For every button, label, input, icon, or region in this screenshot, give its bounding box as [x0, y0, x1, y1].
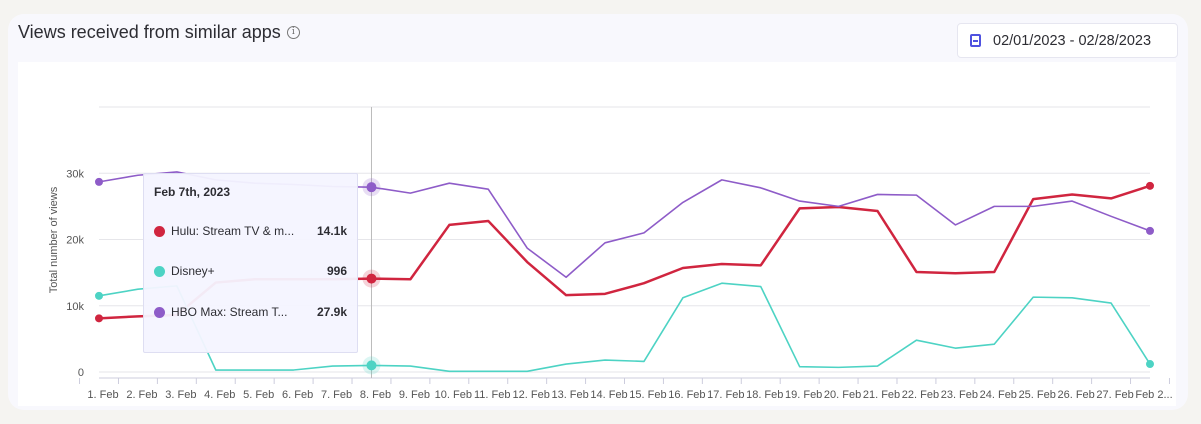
tooltip-date: Feb 7th, 2023 [154, 185, 231, 199]
x-tick-label: 3. Feb [165, 389, 196, 401]
tooltip-row-hulu: Hulu: Stream TV & m... 14.1k [154, 224, 347, 238]
x-tick-label: 7. Feb [321, 389, 352, 401]
tooltip-value: 27.9k [316, 305, 347, 319]
series-dot [154, 265, 165, 277]
series-dot [154, 306, 165, 318]
info-icon[interactable]: i [286, 26, 300, 39]
y-axis-label: Total number of views [48, 186, 60, 293]
x-tick-label: 23. Feb [941, 389, 978, 401]
x-tick-label: 18. Feb [746, 389, 783, 401]
x-tick-label: 1. Feb [87, 389, 118, 401]
y-tick-label: 0 [78, 367, 84, 379]
x-tick-label: 25. Feb [1019, 389, 1056, 401]
tooltip-row-hbo: HBO Max: Stream T... 27.9k [154, 305, 347, 319]
x-tick-label: 6. Feb [282, 389, 313, 401]
highlight-point-hbo-max-stream-tv-movies [366, 182, 377, 193]
series-endpoint-hbo-max-stream-tv-movies [1146, 226, 1154, 235]
chart-header: Views received from similar apps i [18, 22, 300, 43]
x-tick-label: 16. Feb [668, 389, 705, 401]
x-tick-label: 17. Feb [707, 389, 744, 401]
series-endpoint-disney- [1146, 360, 1154, 369]
x-tick-label: 22. Feb [902, 389, 939, 401]
x-tick-label: 24. Feb [980, 389, 1017, 401]
x-tick-label: 10. Feb [435, 389, 472, 401]
tooltip-row-disney: Disney+ 996 [154, 264, 347, 278]
x-tick-label: 21. Feb [863, 389, 900, 401]
series-endpoint-hulu-stream-tv-movies [1146, 181, 1154, 190]
highlight-point-disney- [366, 360, 377, 371]
series-line-disney- [98, 282, 1151, 373]
tooltip-value: 996 [326, 264, 347, 278]
x-tick-label: 12. Feb [513, 389, 550, 401]
x-tick-label: 11. Feb [474, 389, 511, 401]
calendar-icon [970, 34, 981, 47]
x-tick-label: 4. Feb [204, 389, 235, 401]
date-range-value: 02/01/2023 - 02/28/2023 [993, 32, 1152, 49]
x-tick-label: 15. Feb [629, 389, 666, 401]
chart-title: Views received from similar apps [18, 22, 281, 42]
x-tick-label: 2. Feb [126, 389, 157, 401]
chart-tooltip: Feb 7th, 2023 Hulu: Stream TV & m... 14.… [143, 173, 358, 353]
y-tick-label: 10k [66, 301, 84, 313]
x-tick-label: 26. Feb [1057, 389, 1094, 401]
date-range-picker[interactable]: 02/01/2023 - 02/28/2023 [957, 23, 1178, 58]
tooltip-label: Disney+ [171, 264, 215, 278]
x-tick-label: 20. Feb [824, 389, 861, 401]
x-tick-label: 27. Feb [1096, 389, 1133, 401]
y-tick-label: 20k [66, 235, 84, 247]
x-tick-label: 8. Feb [360, 389, 391, 401]
tooltip-value: 14.1k [316, 224, 347, 238]
series-endpoint-disney- [95, 291, 103, 300]
x-tick-label: 5. Feb [243, 389, 274, 401]
highlight-point-hulu-stream-tv-movies [366, 273, 377, 284]
series-endpoint-hbo-max-stream-tv-movies [95, 177, 103, 186]
x-tick-label: 13. Feb [551, 389, 588, 401]
x-tick-label: Feb 2... [1135, 389, 1172, 401]
series-dot [154, 225, 165, 237]
y-tick-label: 30k [66, 168, 84, 180]
x-tick-label: 9. Feb [399, 389, 430, 401]
tooltip-label: HBO Max: Stream T... [171, 305, 288, 319]
x-tick-label: 14. Feb [590, 389, 627, 401]
series-endpoint-hulu-stream-tv-movies [95, 314, 103, 323]
tooltip-label: Hulu: Stream TV & m... [171, 224, 295, 238]
x-tick-label: 19. Feb [785, 389, 822, 401]
